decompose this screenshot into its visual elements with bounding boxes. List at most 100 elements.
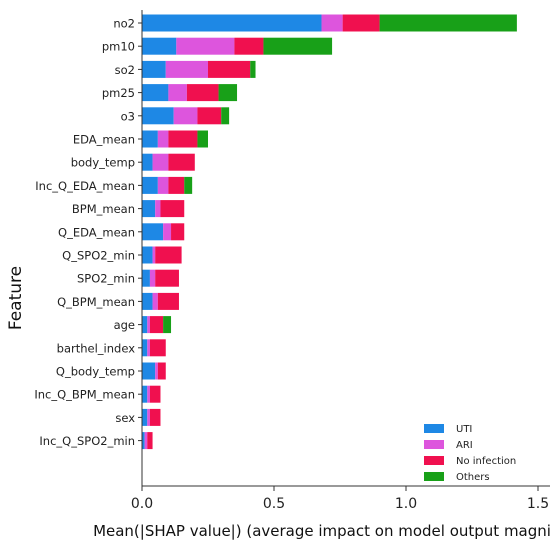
bar-segment-uti [142, 362, 156, 380]
bar-segment-ari [173, 107, 198, 125]
bar-segment-others [218, 84, 238, 102]
y-tick-label: pm25 [102, 86, 135, 100]
bar-segment-uti [142, 84, 169, 102]
bar-segment-ari [155, 200, 161, 218]
y-tick-label: Inc_Q_BPM_mean [34, 388, 135, 402]
legend-swatch [424, 456, 444, 465]
bar-segment-no-infection [149, 316, 164, 334]
y-tick-label: Q_SPO2_min [62, 249, 135, 263]
bar-segment-others [379, 14, 517, 32]
y-tick-label: BPM_mean [72, 202, 135, 216]
legend-swatch [424, 472, 444, 481]
bar-segment-others [221, 107, 230, 125]
bar-segment-uti [142, 200, 156, 218]
legend-swatch [424, 440, 444, 449]
bar-segment-uti [142, 130, 158, 148]
bar-segment-others [263, 37, 333, 55]
bar-segment-no-infection [147, 432, 153, 450]
bar-segment-no-infection [342, 14, 380, 32]
y-tick-label: pm10 [102, 40, 135, 54]
x-tick-label: 0.0 [131, 496, 153, 512]
y-tick-labels: no2 pm10 so2 pm25 o3 EDA_mean body_temp Inc_Q_E… [34, 17, 142, 448]
bar-segment-no-infection [234, 37, 264, 55]
y-tick-label: no2 [113, 17, 135, 31]
y-tick-label: EDA_mean [73, 133, 135, 147]
bar-segment-uti [142, 339, 148, 357]
bar-segment-uti [142, 153, 153, 171]
bar-segment-ari [152, 153, 169, 171]
x-tick-label: 1.5 [527, 496, 549, 512]
legend: UTI ARI No infection Others [424, 424, 516, 483]
bar-segment-uti [142, 107, 174, 125]
x-tick-label: 1.0 [395, 496, 417, 512]
y-tick-label: Inc_Q_EDA_mean [35, 179, 135, 193]
bar-segment-others [197, 130, 208, 148]
legend-label: UTI [456, 424, 472, 435]
bar-segment-uti [142, 292, 153, 310]
bar-segment-ari [168, 84, 187, 102]
bar-segment-no-infection [149, 408, 161, 426]
bar-segment-uti [142, 60, 166, 78]
y-tick-label: o3 [121, 109, 135, 123]
bar-segment-uti [142, 385, 148, 403]
bar-segment-ari [147, 339, 150, 357]
bar-segment-others [184, 176, 193, 194]
bar-segment-uti [142, 432, 145, 450]
bar-segment-uti [142, 14, 322, 32]
bar-segment-uti [142, 269, 150, 287]
bar-segment-no-infection [157, 362, 166, 380]
bar-segment-no-infection [197, 107, 222, 125]
bars-group [142, 14, 517, 450]
bar-segment-no-infection [168, 176, 185, 194]
legend-swatch [424, 424, 444, 433]
bar-segment-uti [142, 408, 148, 426]
x-ticks: 0.00.51.01.52.02.5 [131, 486, 549, 512]
y-tick-label: SPO2_min [77, 272, 135, 286]
bar-segment-uti [142, 223, 164, 241]
y-tick-label: Q_BPM_mean [57, 295, 135, 309]
bar-segment-no-infection [168, 130, 198, 148]
bar-segment-ari [163, 223, 172, 241]
legend-label: Others [456, 472, 490, 483]
bar-segment-uti [142, 316, 148, 334]
bar-segment-ari [176, 37, 235, 55]
bar-segment-ari [321, 14, 343, 32]
bar-segment-ari [147, 385, 150, 403]
bar-segment-uti [142, 176, 158, 194]
bar-segment-no-infection [171, 223, 185, 241]
bar-segment-uti [142, 246, 153, 264]
bar-segment-others [250, 60, 256, 78]
y-tick-label: sex [115, 411, 135, 425]
bar-segment-no-infection [168, 153, 195, 171]
x-tick-label: 0.5 [263, 496, 285, 512]
bar-segment-ari [155, 362, 158, 380]
y-tick-label: so2 [115, 63, 135, 77]
y-tick-label: Q_body_temp [56, 365, 135, 379]
bar-segment-no-infection [186, 84, 219, 102]
bar-segment-no-infection [155, 246, 182, 264]
bar-segment-ari [152, 292, 158, 310]
legend-label: No infection [456, 456, 516, 467]
bar-segment-ari [152, 246, 156, 264]
bar-segment-no-infection [149, 339, 166, 357]
bar-segment-no-infection [155, 269, 179, 287]
bar-segment-ari [157, 130, 169, 148]
bar-segment-ari [147, 316, 150, 334]
y-tick-label: Q_EDA_mean [58, 225, 135, 239]
bar-segment-no-infection [149, 385, 161, 403]
bar-segment-no-infection [160, 200, 185, 218]
y-tick-label: barthel_index [57, 341, 136, 355]
bar-segment-others [163, 316, 172, 334]
bar-segment-ari [144, 432, 148, 450]
legend-label: ARI [456, 440, 473, 451]
bar-segment-ari [149, 269, 156, 287]
bar-segment-no-infection [157, 292, 179, 310]
y-tick-label: Inc_Q_SPO2_min [39, 434, 135, 448]
y-axis-title: Feature [6, 266, 26, 330]
bar-segment-ari [147, 408, 150, 426]
bar-segment-ari [157, 176, 169, 194]
x-axis-title: Mean(|SHAP value|) (average impact on mo… [93, 522, 550, 540]
bar-segment-no-infection [208, 60, 251, 78]
y-tick-label: age [114, 318, 135, 332]
